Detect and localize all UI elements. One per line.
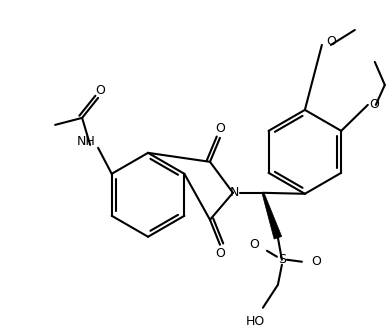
Text: O: O	[215, 247, 225, 260]
Text: O: O	[249, 238, 259, 251]
Text: O: O	[326, 35, 336, 49]
Text: O: O	[311, 255, 321, 268]
Polygon shape	[262, 192, 282, 239]
Text: S: S	[278, 253, 286, 266]
Text: O: O	[95, 84, 105, 97]
Text: N: N	[229, 186, 239, 199]
Text: O: O	[369, 98, 379, 112]
Text: HO: HO	[245, 315, 265, 328]
Text: NH: NH	[76, 135, 95, 148]
Text: O: O	[215, 122, 225, 135]
